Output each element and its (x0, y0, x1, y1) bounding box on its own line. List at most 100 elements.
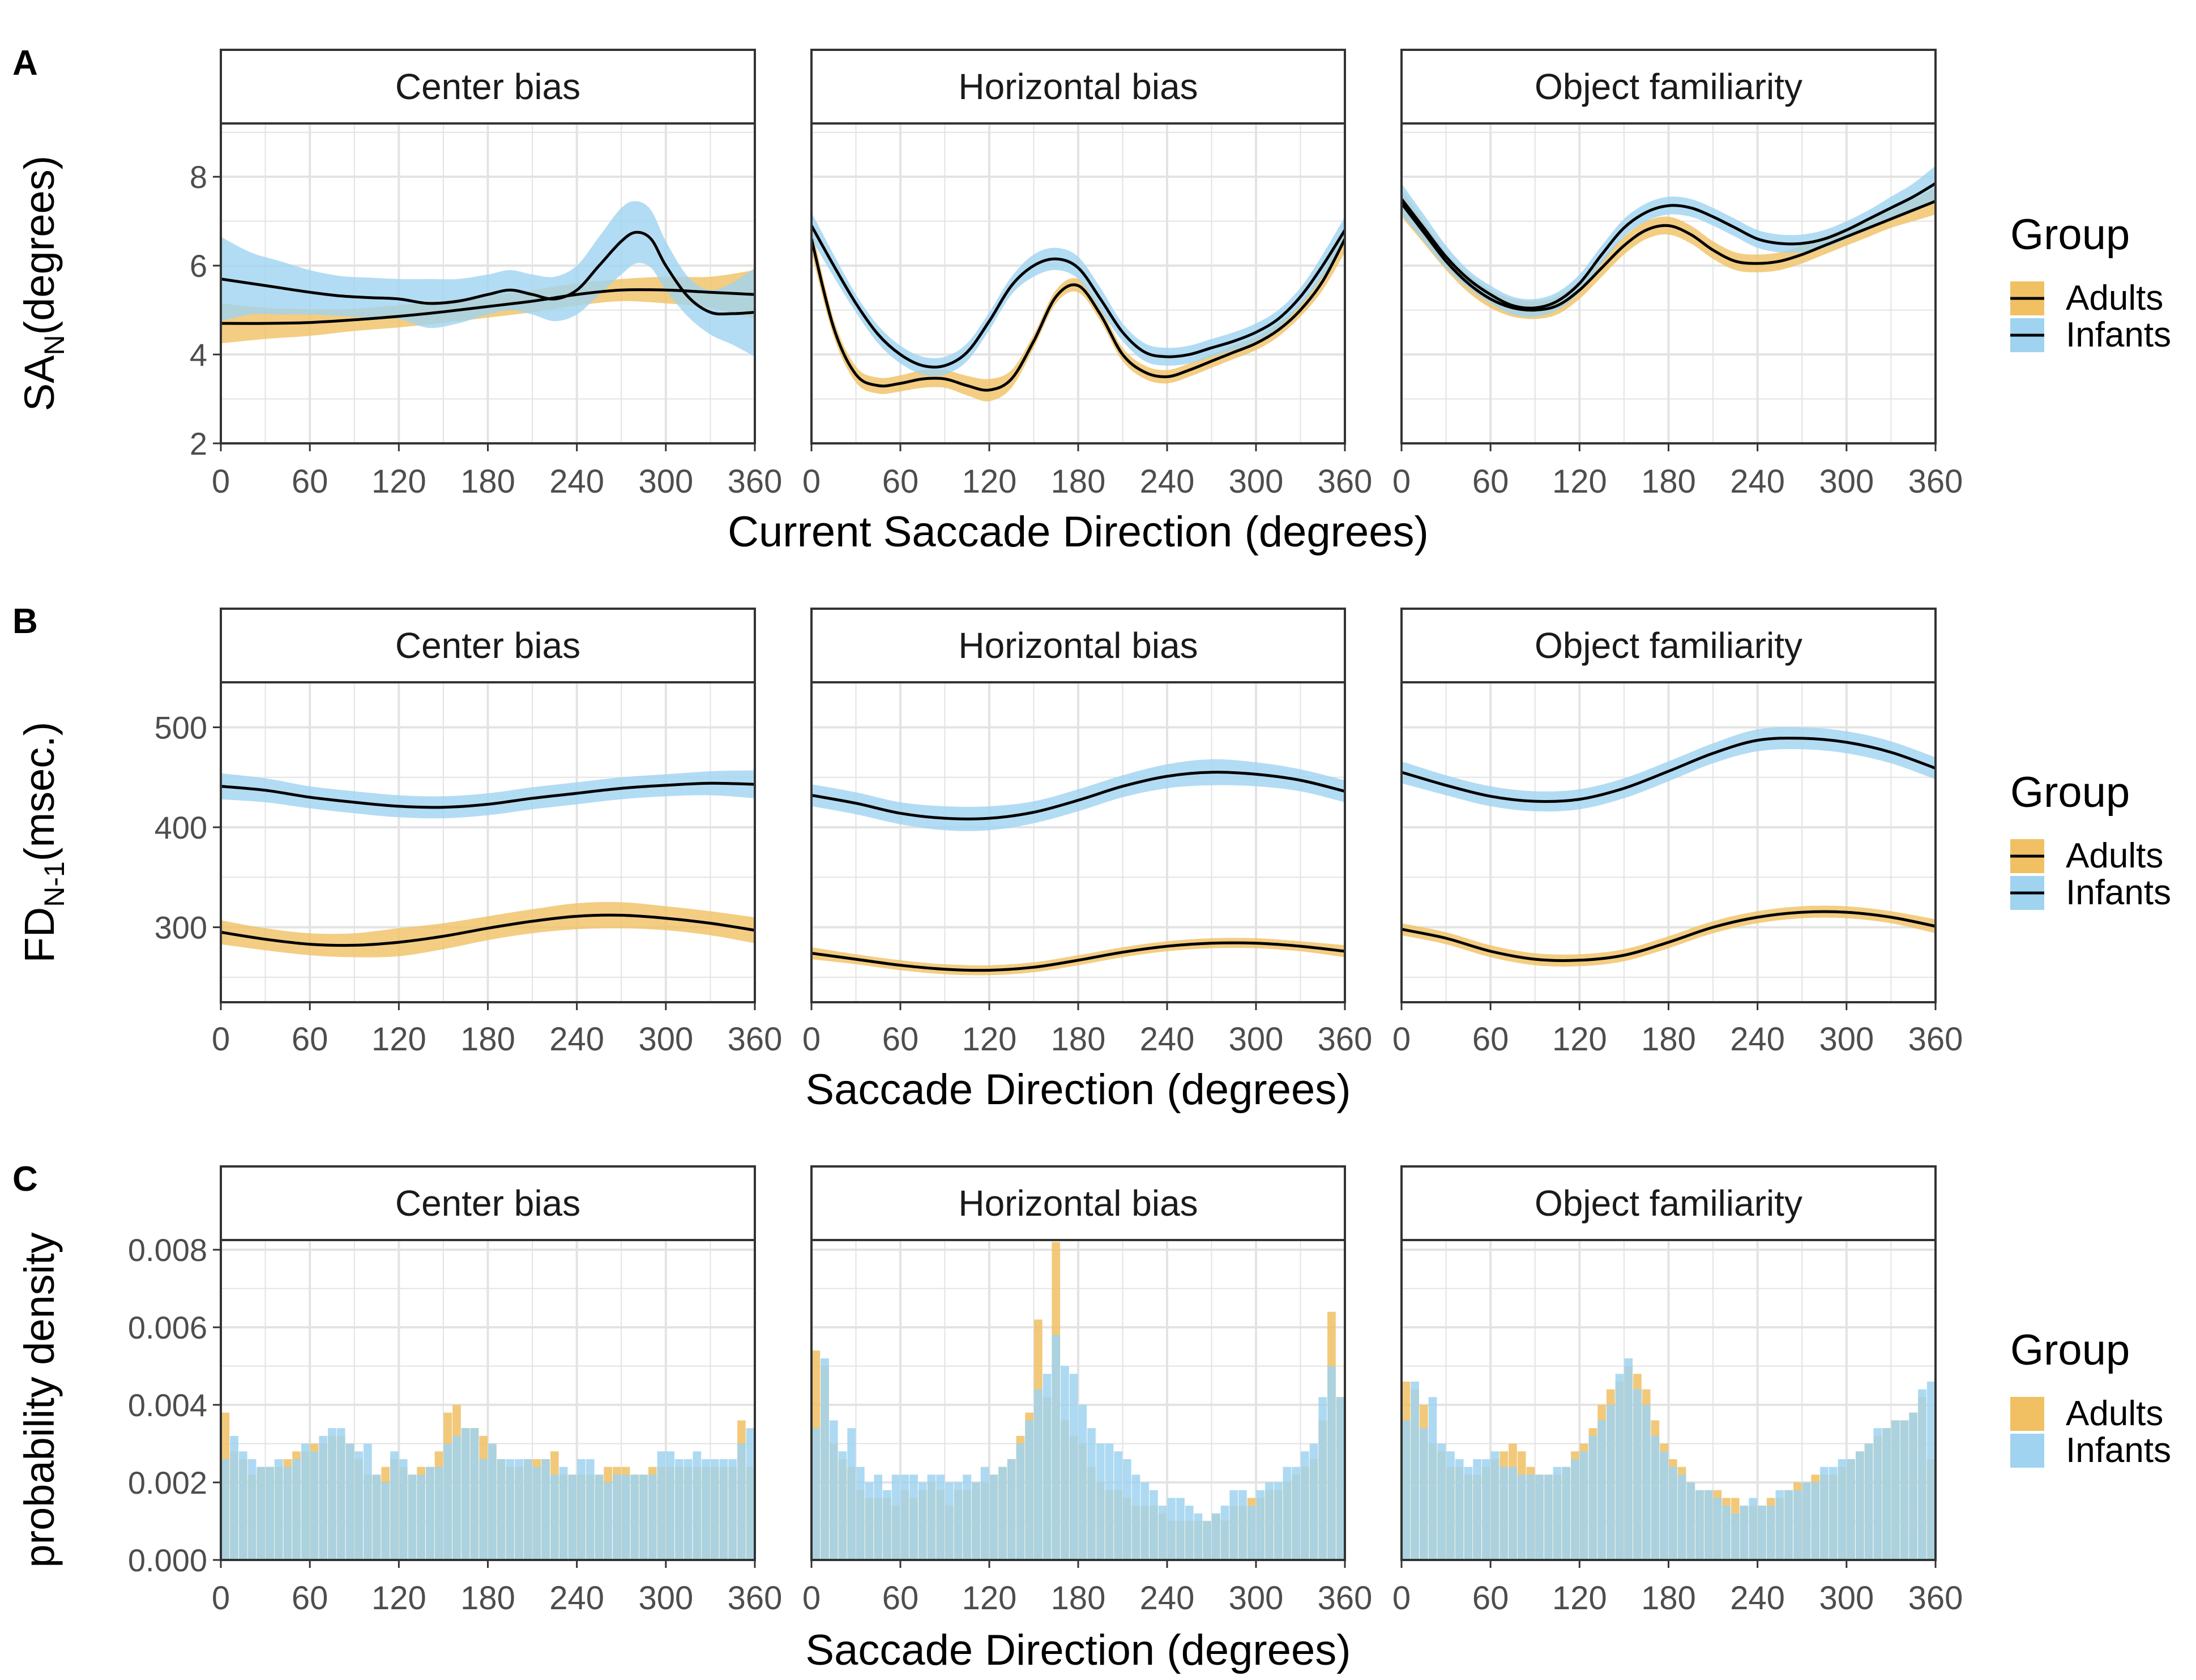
x-tick-label: 360 (1908, 1580, 1963, 1617)
x-tick-label: 180 (1641, 1580, 1696, 1617)
confidence-band-adults (811, 225, 1345, 401)
histogram-bar-infants (1016, 1443, 1025, 1560)
histogram-bar-infants (874, 1474, 883, 1560)
x-tick-label: 240 (1140, 1021, 1195, 1058)
trend-line-adults (221, 288, 755, 325)
y-axis-label: FDN-1(msec.) (16, 722, 70, 963)
x-tick-label: 180 (1641, 463, 1696, 500)
histogram-bar-infants (604, 1482, 613, 1560)
legend-key-adults (2010, 1397, 2044, 1431)
y-axis-label-main: SA (16, 355, 63, 411)
histogram-bar-infants (1775, 1490, 1784, 1560)
histogram-bar-infants (443, 1443, 452, 1560)
x-tick-label: 360 (1318, 1021, 1373, 1058)
histogram-bar-infants (1517, 1474, 1526, 1560)
histogram-bar-infants (434, 1467, 443, 1560)
x-tick-label: 120 (962, 1580, 1017, 1617)
x-tick-label: 0 (1392, 463, 1411, 500)
histogram-bar-infants (1660, 1451, 1668, 1560)
histogram-bar-infants (657, 1451, 666, 1560)
histogram-bar-infants (1695, 1490, 1704, 1560)
histogram-bar-infants (1651, 1435, 1660, 1560)
histogram-bar-infants (417, 1474, 425, 1560)
histogram-bar-infants (1069, 1374, 1078, 1560)
histogram-bar-infants (936, 1474, 945, 1560)
histogram-bar-infants (1766, 1506, 1775, 1560)
histogram-bar-infants (1499, 1467, 1509, 1560)
legend-title: Group (2010, 768, 2130, 817)
x-tick-label: 0 (1392, 1021, 1411, 1058)
histogram-bar-infants (1025, 1420, 1033, 1560)
facet-title: Center bias (395, 625, 580, 666)
histogram-bar-infants (927, 1474, 936, 1560)
facet-title: Object familiarity (1535, 66, 1802, 107)
histogram-bar-infants (900, 1474, 909, 1560)
x-axis-label: Saccade Direction (degrees) (805, 1066, 1351, 1114)
x-tick-label: 300 (638, 463, 693, 500)
facet-A-1: Center bias 0 60 120 180 240 300 360 (212, 49, 782, 500)
histogram-bar-infants (1131, 1474, 1140, 1560)
trend-line-infants (811, 771, 1345, 820)
histogram-bar-infants (1078, 1405, 1087, 1560)
histogram-bar-infants (336, 1428, 345, 1560)
x-tick-label: 180 (1051, 1580, 1106, 1617)
x-tick-label: 120 (962, 463, 1017, 500)
x-tick-label: 240 (1730, 463, 1785, 500)
trend-line-adults (1402, 199, 1936, 312)
histogram-bar-infants (425, 1467, 434, 1560)
histogram-bar-infants (746, 1428, 755, 1560)
legend-label-adults: Adults (2066, 1394, 2163, 1433)
confidence-band-adults (811, 938, 1345, 976)
histogram-bar-infants (372, 1474, 381, 1560)
histogram-bar-infants (1820, 1467, 1828, 1560)
facet-title: Horizontal bias (958, 625, 1198, 666)
x-tick-label: 360 (1908, 1021, 1963, 1058)
histogram-bar-infants (1318, 1397, 1327, 1560)
histogram-bar-infants (1238, 1490, 1247, 1560)
histogram-bar-infants (559, 1467, 568, 1560)
histogram-bar-infants (328, 1428, 336, 1560)
histogram-bar-infants (838, 1451, 847, 1560)
histogram-bar-infants (1588, 1435, 1597, 1560)
histogram-bar-infants (1758, 1506, 1766, 1560)
histogram-bar-infants (399, 1459, 408, 1560)
histogram-bar-infants (980, 1467, 989, 1560)
histogram-bar-infants (945, 1482, 954, 1560)
histogram-bar-infants (856, 1467, 865, 1560)
histogram-bar-infants (710, 1459, 719, 1560)
histogram-bar-infants (1597, 1420, 1606, 1560)
trend-line-adults (811, 941, 1345, 972)
histogram-bar-infants (506, 1459, 515, 1560)
legend-label-infants: Infants (2066, 315, 2171, 354)
confidence-band-infants (1402, 165, 1936, 317)
histogram-bar-infants (1793, 1490, 1802, 1560)
histogram-bar-infants (1150, 1490, 1158, 1560)
histogram-bar-infants (1784, 1490, 1793, 1560)
histogram-bar-infants (1481, 1459, 1490, 1560)
histogram-bar-infants (1553, 1467, 1562, 1560)
facet-C-1: Center bias 0 60 120 180 240 300 360 (212, 1165, 782, 1617)
histogram-bar-infants (1909, 1412, 1918, 1560)
histogram-bar-infants (847, 1428, 856, 1560)
histogram-bar-infants (989, 1474, 998, 1560)
facet-strip (1400, 608, 1937, 683)
histogram-bar-infants (811, 1428, 821, 1560)
histogram-bar-infants (1669, 1467, 1677, 1560)
histogram-bar-infants (1419, 1428, 1428, 1560)
x-tick-label: 300 (1819, 463, 1874, 500)
histogram-bar-infants (829, 1420, 838, 1560)
histogram-bar-infants (266, 1467, 274, 1560)
histogram-bar-infants (1562, 1467, 1571, 1560)
histogram-bar-infants (1220, 1506, 1229, 1560)
x-tick-label: 180 (1051, 1021, 1106, 1058)
histogram-bar-infants (1123, 1459, 1131, 1560)
data-layer (221, 201, 755, 357)
x-tick-label: 300 (1819, 1580, 1874, 1617)
histogram-bar-infants (1873, 1428, 1882, 1560)
y-axis-label-unit: (msec.) (16, 722, 63, 862)
histogram-bar-infants (1105, 1443, 1114, 1560)
x-tick-label: 300 (638, 1021, 693, 1058)
